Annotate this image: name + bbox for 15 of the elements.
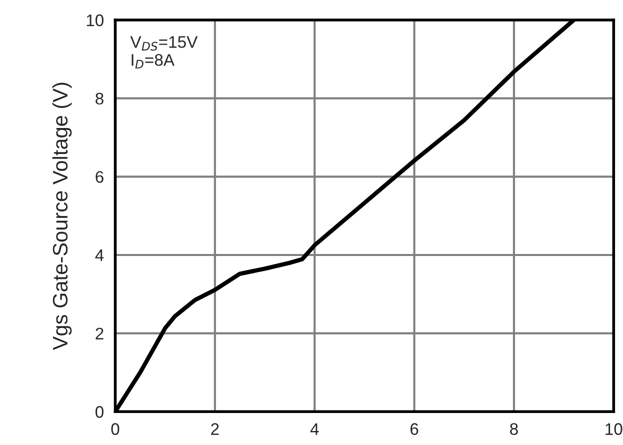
x-tick-label: 6	[410, 423, 418, 435]
y-tick-label: 10	[86, 14, 104, 26]
y-tick-label: 0	[96, 406, 104, 418]
y-tick-label: 4	[95, 250, 104, 262]
annotation: V$_{DS}$=15V	[130, 36, 198, 51]
x-tick-label: 2	[211, 423, 219, 435]
y-axis-title: Vgs Gate-Source Voltage (V)	[52, 82, 72, 350]
x-tick-label: 4	[310, 423, 319, 435]
y-tick-label: 2	[96, 328, 104, 340]
y-tick-label: 8	[96, 92, 104, 105]
y-tick-label: 6	[96, 171, 104, 183]
annotation: I$_{D}$=8A	[132, 54, 175, 68]
x-tick-label: 0	[111, 423, 120, 435]
x-tick-label: 8	[510, 423, 518, 435]
x-tick-label: 10	[606, 423, 622, 435]
